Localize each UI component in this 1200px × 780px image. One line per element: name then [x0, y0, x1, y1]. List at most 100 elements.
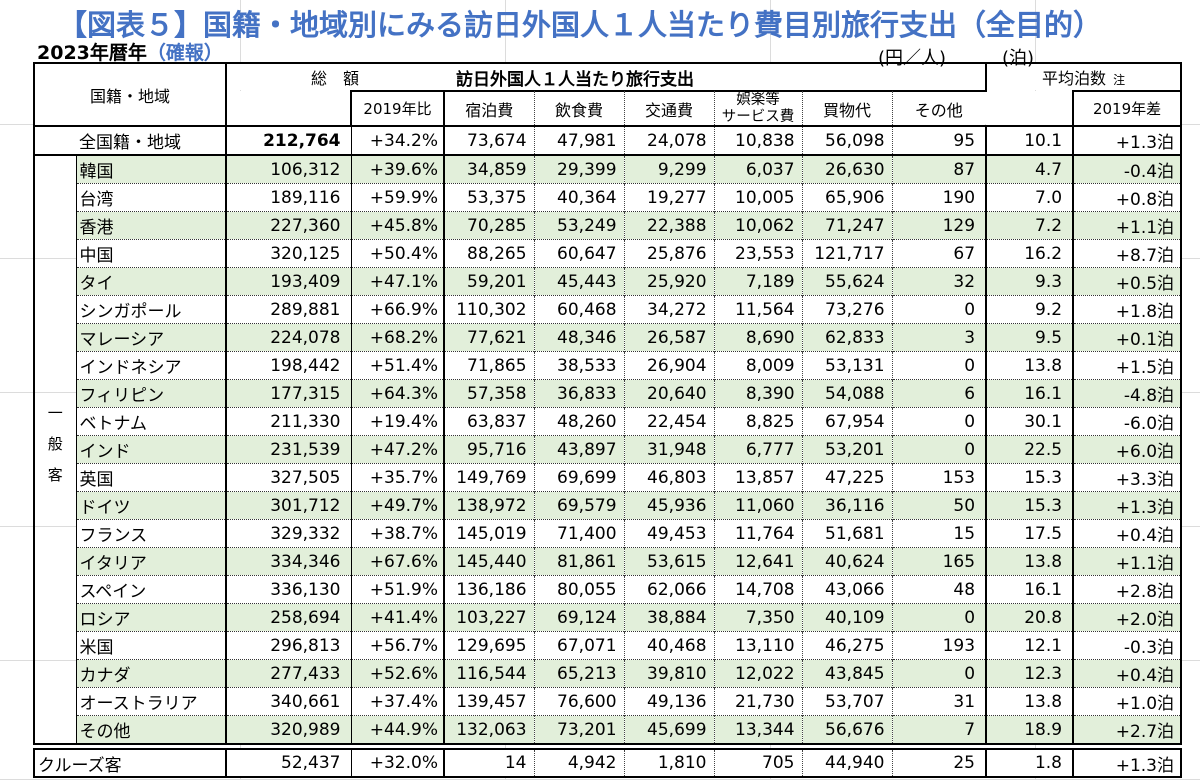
cell-total: 327,505: [225, 463, 352, 492]
cell-nights: 18.9: [985, 715, 1074, 745]
cell-total: 320,125: [225, 239, 352, 268]
cell-other: 32: [891, 267, 987, 296]
cell-shopping: 46,275: [801, 631, 893, 660]
cell-vs2019: +50.4%: [350, 239, 445, 268]
cell-lodging: 149,769: [443, 463, 535, 492]
region-name: スペイン: [76, 575, 227, 604]
entertainment-header-line2: サービス費: [721, 108, 795, 125]
table-row: カナダ 277,433 +52.6% 116,544 65,213 39,810…: [34, 659, 1182, 688]
cell-other: 153: [891, 463, 987, 492]
cell-shopping: 43,845: [801, 659, 893, 688]
cell-shopping: 53,131: [801, 351, 893, 380]
cell-entertainment: 12,022: [713, 659, 803, 688]
cell-other: 0: [891, 351, 987, 380]
cell-vs2019: +39.6%: [350, 154, 445, 184]
cell-total: 177,315: [225, 379, 352, 408]
cell-total: 193,409: [225, 267, 352, 296]
table-row: 中国 320,125 +50.4% 88,265 60,647 25,876 2…: [34, 239, 1182, 268]
region-name: インドネシア: [76, 351, 227, 380]
cell-nights-diff: +0.4泊: [1072, 519, 1182, 548]
region-name: フィリピン: [76, 379, 227, 408]
table-row: スペイン 336,130 +51.9% 136,186 80,055 62,06…: [34, 575, 1182, 604]
cell-food: 69,699: [533, 463, 625, 492]
region-name: ドイツ: [76, 491, 227, 520]
column-header-food: 飲食費: [533, 89, 625, 128]
region-name: シンガポール: [76, 295, 227, 324]
cell-entertainment: 7,350: [713, 603, 803, 632]
cell-transport: 1,810: [623, 749, 714, 777]
cell-lodging: 77,621: [443, 323, 535, 352]
table-row: 一般客 韓国 106,312 +39.6% 34,859 29,399 9,299…: [34, 154, 1182, 745]
cell-entertainment: 6,777: [713, 435, 803, 464]
table-row: ベトナム 211,330 +19.4% 63,837 48,260 22,454…: [34, 407, 1182, 436]
cell-vs2019: +49.7%: [350, 491, 445, 520]
cell-nights-diff: +0.4泊: [1072, 659, 1182, 688]
cell-vs2019: +41.4%: [350, 603, 445, 632]
cell-nights-diff: +6.0泊: [1072, 435, 1182, 464]
cell-transport: 26,904: [623, 351, 715, 380]
cell-total: 198,442: [225, 351, 352, 380]
cell-total: 289,881: [225, 295, 352, 324]
table-row: ドイツ 301,712 +49.7% 138,972 69,579 45,936…: [34, 491, 1182, 520]
cell-other: 165: [891, 547, 987, 576]
cell-entertainment: 13,110: [713, 631, 803, 660]
cell-nights-diff: +1.5泊: [1072, 351, 1182, 380]
cell-food: 40,364: [533, 183, 625, 212]
cell-transport: 20,640: [623, 379, 715, 408]
table-row: インド 231,539 +47.2% 95,716 43,897 31,948 …: [34, 435, 1182, 464]
cruise-table: クルーズ客 52,437 +32.0% 14 4,942 1,810 705 4…: [33, 748, 1182, 778]
cell-nights-diff: -4.8泊: [1072, 379, 1182, 408]
cell-transport: 31,948: [623, 435, 715, 464]
cell-nights: 16.2: [985, 239, 1074, 268]
cell-transport: 45,936: [623, 491, 715, 520]
cell-shopping: 62,833: [801, 323, 893, 352]
cell-nights-diff: -6.0泊: [1072, 407, 1182, 436]
cell-entertainment: 10,062: [713, 211, 803, 240]
table-row: 台湾 189,116 +59.9% 53,375 40,364 19,277 1…: [34, 183, 1182, 212]
cell-shopping: 26,630: [801, 154, 893, 184]
cell-nights: 12.1: [985, 631, 1074, 660]
cell-total: 106,312: [225, 154, 352, 184]
column-header-diff2019: 2019年差: [1072, 89, 1182, 128]
cell-shopping: 43,066: [801, 575, 893, 604]
cell-food: 69,579: [533, 491, 625, 520]
cell-vs2019: +19.4%: [350, 407, 445, 436]
cell-food: 43,897: [533, 435, 625, 464]
table-row: シンガポール 289,881 +66.9% 110,302 60,468 34,…: [34, 295, 1182, 324]
region-name: 中国: [76, 239, 227, 268]
table-row: ロシア 258,694 +41.4% 103,227 69,124 38,884…: [34, 603, 1182, 632]
cruise-row: クルーズ客 52,437 +32.0% 14 4,942 1,810 705 4…: [34, 749, 1181, 777]
subtitle-year: 2023年暦年: [37, 42, 147, 64]
cell-shopping: 40,109: [801, 603, 893, 632]
cell-total: 258,694: [225, 603, 352, 632]
cell-entertainment: 13,857: [713, 463, 803, 492]
cell-total: 231,539: [225, 435, 352, 464]
table-row: インドネシア 198,442 +51.4% 71,865 38,533 26,9…: [34, 351, 1182, 380]
cell-vs2019: +45.8%: [350, 211, 445, 240]
cell-entertainment: 10,005: [713, 183, 803, 212]
cell-nights-diff: +1.3泊: [1072, 749, 1181, 777]
cell-vs2019: +64.3%: [350, 379, 445, 408]
cell-vs2019: +38.7%: [350, 519, 445, 548]
cell-shopping: 53,201: [801, 435, 893, 464]
region-name: 英国: [76, 463, 227, 492]
cell-total: 301,712: [225, 491, 352, 520]
cell-transport: 45,699: [623, 715, 715, 745]
cell-other: 6: [891, 379, 987, 408]
cell-entertainment: 14,708: [713, 575, 803, 604]
cell-food: 71,400: [533, 519, 625, 548]
header-spacer: [986, 91, 1074, 128]
cell-food: 73,201: [533, 715, 625, 745]
cell-food: 38,533: [533, 351, 625, 380]
cell-transport: 19,277: [623, 183, 715, 212]
cell-lodging: 63,837: [443, 407, 535, 436]
cell-other: 31: [891, 687, 987, 716]
cell-other: 0: [891, 435, 987, 464]
cell-nights-diff: +2.8泊: [1072, 575, 1182, 604]
cell-total: 296,813: [225, 631, 352, 660]
cell-other: 3: [891, 323, 987, 352]
cell-lodging: 53,375: [443, 183, 535, 212]
cell-nights-diff: +3.3泊: [1072, 463, 1182, 492]
cell-total: 52,437: [225, 749, 351, 777]
cell-nights: 13.8: [985, 351, 1074, 380]
